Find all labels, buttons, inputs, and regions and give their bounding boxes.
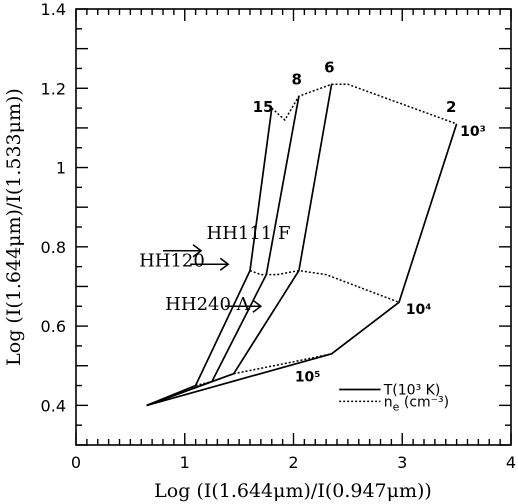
x-tick-label: 2 <box>288 453 298 472</box>
temperature-curve-2 <box>146 84 333 407</box>
y-tick-label: 1.4 <box>41 0 66 19</box>
legend: T(10³ K)ne (cm⁻³) <box>339 383 449 413</box>
legend-label-density: ne (cm⁻³) <box>384 394 449 413</box>
temperature-curve-0 <box>146 107 273 407</box>
temperature-label: 6 <box>324 58 334 76</box>
x-tick-label: 0 <box>71 453 81 472</box>
series-lines <box>146 83 458 407</box>
density-curve-6 <box>195 353 332 387</box>
x-tick-label: 4 <box>506 453 516 472</box>
arrow-head <box>192 244 203 258</box>
temperature-curve-3 <box>146 123 458 407</box>
arrow-head <box>219 257 230 271</box>
density-label: 10⁵ <box>295 370 321 386</box>
x-tick-label: 3 <box>397 453 407 472</box>
axis-ticks <box>75 8 512 446</box>
axis-tick-labels: 0 1 2 3 4 0.4 0.6 0.8 1 1.2 1.4 <box>41 0 517 472</box>
x-tick-label: 1 <box>180 453 190 472</box>
density-label: 10³ <box>460 124 486 140</box>
density-curve-5 <box>249 269 400 304</box>
y-tick-label: 0.8 <box>41 238 66 257</box>
y-tick-label: 0.4 <box>41 396 66 415</box>
density-label: 10⁴ <box>406 302 432 318</box>
object-label: HH111 F <box>207 223 291 244</box>
y-tick-label: 1.2 <box>41 79 66 98</box>
y-tick-label: 0.6 <box>41 317 66 336</box>
arrow-head <box>252 299 263 313</box>
legend-density-units: (cm⁻³) <box>399 394 449 410</box>
temperature-label: 2 <box>446 98 456 116</box>
legend-label-temperature: T(10³ K) <box>383 383 441 399</box>
temperature-label: 8 <box>292 70 302 88</box>
temperature-label: 15 <box>253 98 274 116</box>
density-curve-4 <box>271 83 457 125</box>
x-axis-label: Log (I(1.644μm)/I(0.947μm)) <box>154 480 432 502</box>
legend-density-subscript: e <box>393 400 400 413</box>
y-tick-label: 1 <box>56 159 66 178</box>
object-label: HH240 A <box>165 294 250 315</box>
y-axis-label: Log (I(1.644μm)/I(1.533μm)) <box>3 88 25 366</box>
object-label: HH120 <box>139 251 205 272</box>
annotation-arrows <box>163 244 263 313</box>
legend-density-symbol: n <box>384 394 393 410</box>
